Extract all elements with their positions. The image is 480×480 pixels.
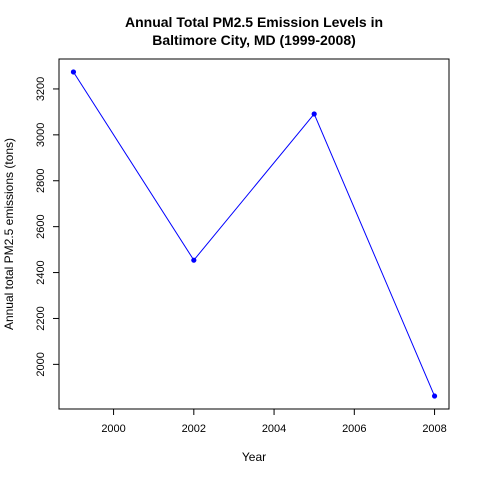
data-point	[70, 69, 77, 75]
y-tick-label: 2200	[35, 306, 47, 330]
y-tick-label: 2600	[35, 214, 47, 238]
data-point	[311, 111, 317, 117]
x-tick-label: 2006	[342, 423, 366, 435]
x-tick-label: 2008	[422, 423, 446, 435]
y-axis: 2000 2200 2400 2600 2800 3000 3200	[35, 77, 59, 377]
x-tick-label: 2002	[182, 423, 206, 435]
y-tick-label: 2400	[35, 260, 47, 284]
y-tick-label: 2000	[35, 352, 47, 376]
y-tick-label: 3200	[35, 77, 47, 101]
chart-title: Annual Total PM2.5 Emission Levels in Ba…	[125, 14, 383, 48]
y-axis-label: Annual total PM2.5 emissions (tons)	[2, 138, 16, 330]
x-tick-label: 2004	[262, 423, 286, 435]
x-tick-label: 2000	[101, 423, 125, 435]
chart-title-line-2: Baltimore City, MD (1999-2008)	[152, 32, 356, 48]
x-axis-label: Year	[242, 450, 266, 464]
data-point	[191, 257, 197, 263]
data-point	[431, 393, 438, 399]
plot-frame	[58, 58, 450, 410]
y-tick-label: 3000	[35, 123, 47, 147]
series	[70, 69, 438, 399]
chart-title-line-1: Annual Total PM2.5 Emission Levels in	[125, 14, 383, 30]
series-line	[73, 71, 436, 397]
y-tick-label: 2800	[35, 169, 47, 193]
x-axis: 2000 2002 2004 2006 2008	[101, 409, 447, 435]
